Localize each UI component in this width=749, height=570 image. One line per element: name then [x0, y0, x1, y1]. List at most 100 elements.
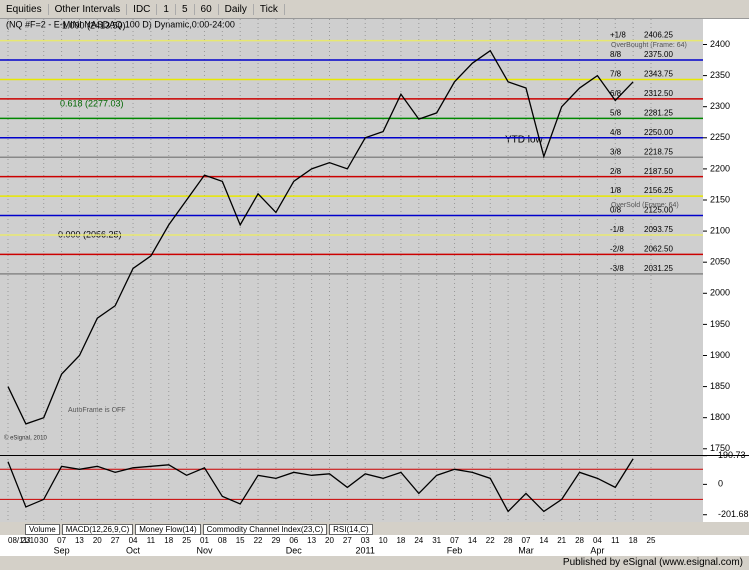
- x-tick-label: 04: [593, 536, 602, 545]
- y-tick-label: 2100: [710, 225, 730, 235]
- level-name: -1/8: [610, 225, 624, 234]
- annotation: 0.618 (2277.03): [60, 98, 124, 108]
- x-tick-label: 03: [361, 536, 370, 545]
- y-tick-label: 2350: [710, 70, 730, 80]
- x-tick-label: 25: [182, 536, 191, 545]
- level-label: 2343.75: [644, 70, 673, 79]
- x-tick-label: 13: [307, 536, 316, 545]
- y-tick-label: -201.68: [718, 509, 749, 519]
- chart: (NQ #F=2 - E-MINI NASDAQ 100 D) Dynamic,…: [0, 19, 749, 556]
- x-tick-label: 23: [21, 536, 30, 545]
- y-tick-label: 0: [718, 479, 723, 489]
- toolbar-button[interactable]: Equities: [0, 3, 49, 15]
- price-line: [7, 49, 634, 425]
- level-label: 2093.75: [644, 225, 673, 234]
- x-tick-label: 18: [396, 536, 405, 545]
- x-tick-label: 06: [289, 536, 298, 545]
- y-tick-label: 1750: [710, 443, 730, 453]
- y-tick-label: 2250: [710, 132, 730, 142]
- x-tick-label: 08/11/10: [8, 536, 39, 545]
- x-tick-label: 14: [468, 536, 477, 545]
- x-tick-label: 24: [414, 536, 423, 545]
- level-label: 2156.25: [644, 186, 673, 195]
- x-tick-label: 14: [539, 536, 548, 545]
- cci-line: [7, 458, 634, 513]
- level-name: 4/8: [610, 128, 622, 137]
- annotation: OverBought (Frame: 64): [611, 42, 687, 49]
- toolbar-button[interactable]: 5: [176, 3, 195, 15]
- x-tick-label: 07: [450, 536, 459, 545]
- x-tick-label: 27: [111, 536, 120, 545]
- annotation: YTD low: [505, 135, 544, 146]
- toolbar-button[interactable]: 1: [157, 3, 176, 15]
- chart-title: (NQ #F=2 - E-MINI NASDAQ 100 D) Dynamic,…: [6, 19, 235, 29]
- month-label: Sep: [54, 545, 70, 555]
- study-tab[interactable]: RSI(14,C): [329, 524, 373, 535]
- x-tick-label: 07: [57, 536, 66, 545]
- x-tick-label: 11: [611, 536, 620, 545]
- study-tab[interactable]: Commodity Channel Index(23,C): [202, 524, 328, 535]
- x-tick-label: 29: [271, 536, 280, 545]
- annotation: © eSignal, 2010: [4, 435, 47, 442]
- y-tick-label: 1900: [710, 350, 730, 360]
- x-tick-label: 28: [575, 536, 584, 545]
- level-name: -3/8: [610, 264, 624, 273]
- x-tick-label: 20: [325, 536, 334, 545]
- x-tick-label: 01: [200, 536, 209, 545]
- y-tick-label: 1850: [710, 381, 730, 391]
- x-tick-label: 15: [236, 536, 245, 545]
- x-tick-label: 31: [432, 536, 441, 545]
- y-tick-label: 1800: [710, 412, 730, 422]
- level-name: 7/8: [610, 70, 622, 79]
- x-tick-label: 08: [218, 536, 227, 545]
- x-axis: [0, 535, 749, 556]
- level-label: 2375.00: [644, 50, 673, 59]
- month-label: Mar: [518, 545, 534, 555]
- price-pane: [0, 19, 703, 455]
- y-tick-label: 2050: [710, 257, 730, 267]
- x-tick-label: 21: [557, 536, 566, 545]
- level-label: 2312.50: [644, 89, 673, 98]
- x-tick-label: 25: [647, 536, 656, 545]
- footer: Published by eSignal (www.esignal.com): [562, 557, 743, 568]
- x-tick-label: 10: [379, 536, 388, 545]
- level-name: 0/8: [610, 206, 622, 215]
- x-tick-label: 04: [129, 536, 138, 545]
- month-label: Feb: [447, 545, 463, 555]
- x-tick-label: 11: [147, 536, 156, 545]
- toolbar-button[interactable]: 60: [195, 3, 219, 15]
- month-label: Oct: [126, 545, 141, 555]
- level-label: 2250.00: [644, 128, 673, 137]
- x-tick-label: 27: [343, 536, 352, 545]
- level-label: 2406.25: [644, 31, 673, 40]
- study-tab[interactable]: Money Flow(14): [135, 524, 201, 535]
- toolbar-button[interactable]: Daily: [219, 3, 254, 15]
- study-tab[interactable]: Volume: [25, 524, 60, 535]
- level-name: 1/8: [610, 186, 622, 195]
- level-name: 2/8: [610, 167, 622, 176]
- level-name: 5/8: [610, 108, 622, 117]
- y-tick-label: 2400: [710, 39, 730, 49]
- level-label: 2125.00: [644, 206, 673, 215]
- x-tick-label: 22: [486, 536, 495, 545]
- x-tick-label: 22: [254, 536, 263, 545]
- toolbar-button[interactable]: Other Intervals: [49, 3, 128, 15]
- level-name: 8/8: [610, 50, 622, 59]
- y-tick-label: 2300: [710, 101, 730, 111]
- study-tab[interactable]: MACD(12,26,9,C): [61, 524, 134, 535]
- x-tick-label: 18: [629, 536, 638, 545]
- price-axis: [703, 19, 749, 522]
- toolbar-button[interactable]: IDC: [127, 3, 158, 15]
- annotation: AutoFrame is OFF: [68, 407, 126, 414]
- level-name: +1/8: [610, 31, 626, 40]
- x-tick-label: 20: [93, 536, 102, 545]
- level-label: 2187.50: [644, 167, 673, 176]
- annotation: OverSold (Frame: 64): [611, 202, 679, 209]
- toolbar-button[interactable]: Tick: [254, 3, 285, 15]
- level-name: 3/8: [610, 147, 622, 156]
- y-tick-label: 2200: [710, 163, 730, 173]
- x-tick-label: 13: [75, 536, 84, 545]
- x-tick-label: 18: [164, 536, 173, 545]
- level-name: 6/8: [610, 89, 622, 98]
